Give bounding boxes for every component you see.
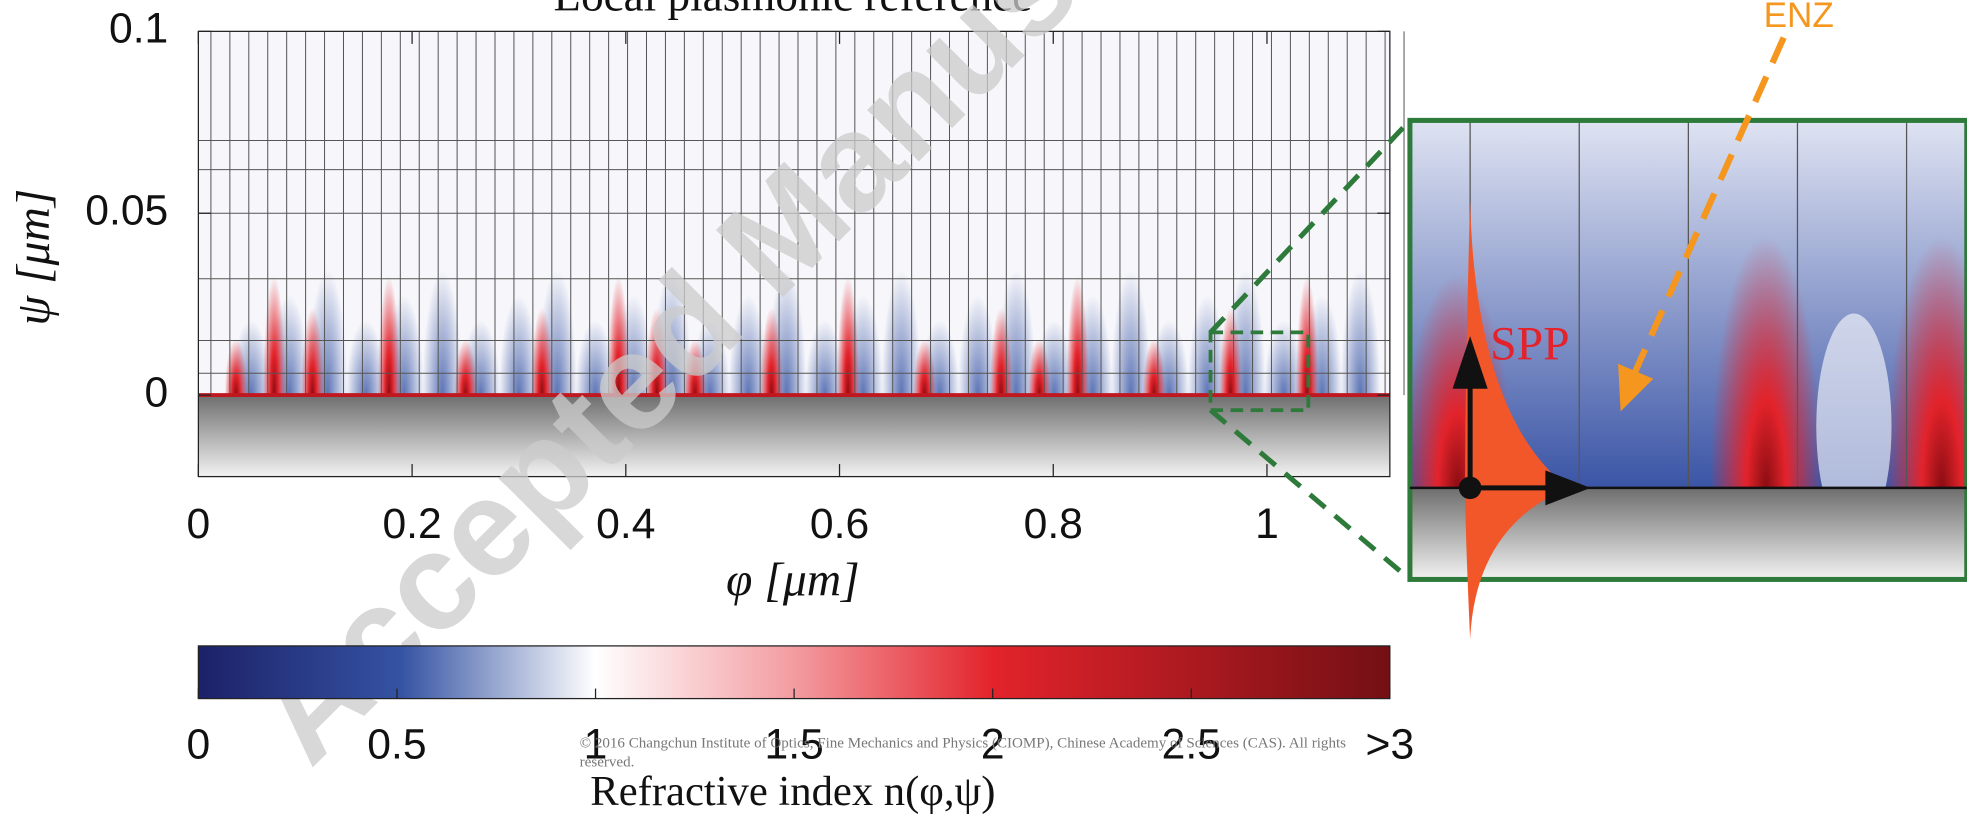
field-blue: [575, 319, 616, 396]
x-tick-label: 0.2: [382, 500, 441, 548]
field-blue: [728, 294, 769, 396]
enz-arrowhead: [1618, 363, 1654, 412]
x-tick-label: 0: [187, 500, 211, 548]
copyright-box: © 2016 Changchun Institute of Optics, Fi…: [579, 733, 1347, 771]
field-blue: [1263, 319, 1304, 396]
field-red: [454, 338, 477, 396]
field-blue: [1340, 269, 1381, 396]
field-red: [1066, 275, 1089, 396]
colorbar-tick-label: 1.5: [764, 721, 823, 769]
field-blue: [1187, 294, 1228, 396]
field-red: [224, 338, 248, 396]
y-tick-label: 0.05: [85, 186, 168, 234]
colorbar-tick-label: >3: [1366, 721, 1415, 769]
zoom-line: [1208, 118, 1412, 335]
colorbar-tick-label: 0: [187, 721, 211, 769]
zoom-line: [1208, 408, 1412, 582]
field-blue: [1110, 269, 1151, 396]
field-red: [1028, 338, 1051, 396]
enz-arrow: [1630, 36, 1787, 378]
y-tick-label: 0.1: [109, 5, 168, 53]
chart-title: Local plasmonic reference: [554, 0, 1033, 20]
field-red: [377, 275, 401, 396]
field-red: [262, 275, 286, 396]
y-axis-label: ψ [μm]: [8, 189, 60, 326]
field-blue: [498, 294, 539, 396]
metal-substrate: [198, 395, 1390, 477]
origin-dot: [1458, 476, 1482, 500]
x-tick-label: 0.6: [810, 500, 869, 548]
field-blue: [345, 319, 386, 396]
x-axis-label: φ [μm]: [726, 554, 860, 606]
x-tick-label: 0.8: [1024, 500, 1083, 548]
colorbar-tick-label: 0.5: [367, 721, 426, 769]
field-blue: [804, 319, 845, 396]
copyright: © 2016 Changchun Institute of Optics, Fi…: [579, 733, 1347, 771]
x-tick-label: 1: [1255, 500, 1279, 548]
x-tick-label: 0.4: [596, 500, 655, 548]
field-red: [683, 338, 707, 396]
arrowhead: [1545, 470, 1591, 506]
field-red: [607, 275, 630, 396]
colorbar-axis: 0 0.5 1 1.5 2 2.5 >3: [187, 688, 1415, 769]
colorbar-tick-label: 2.5: [1162, 721, 1221, 769]
field-blue: [422, 269, 463, 396]
y-tick-label: 0: [145, 368, 169, 416]
spp-label: SPP: [1490, 319, 1569, 371]
enz-label: ENZ: [1764, 0, 1834, 35]
colorbar-tick-label: 2: [981, 721, 1005, 769]
axes: 0 0.2 0.4 0.6 0.8 1 0 0.05 0.1: [85, 5, 1390, 548]
colorbar-tick-label: 1: [584, 721, 608, 769]
arrowhead: [1452, 336, 1488, 389]
plot-frame: [197, 30, 1391, 478]
field-red: [1142, 338, 1166, 396]
spp-profile: [1465, 200, 1568, 640]
mesh: [198, 31, 1405, 396]
field-red: [836, 275, 860, 396]
zoom-box: [1208, 330, 1311, 412]
colorbar-label: Refractive index n(φ,ψ): [590, 768, 995, 815]
